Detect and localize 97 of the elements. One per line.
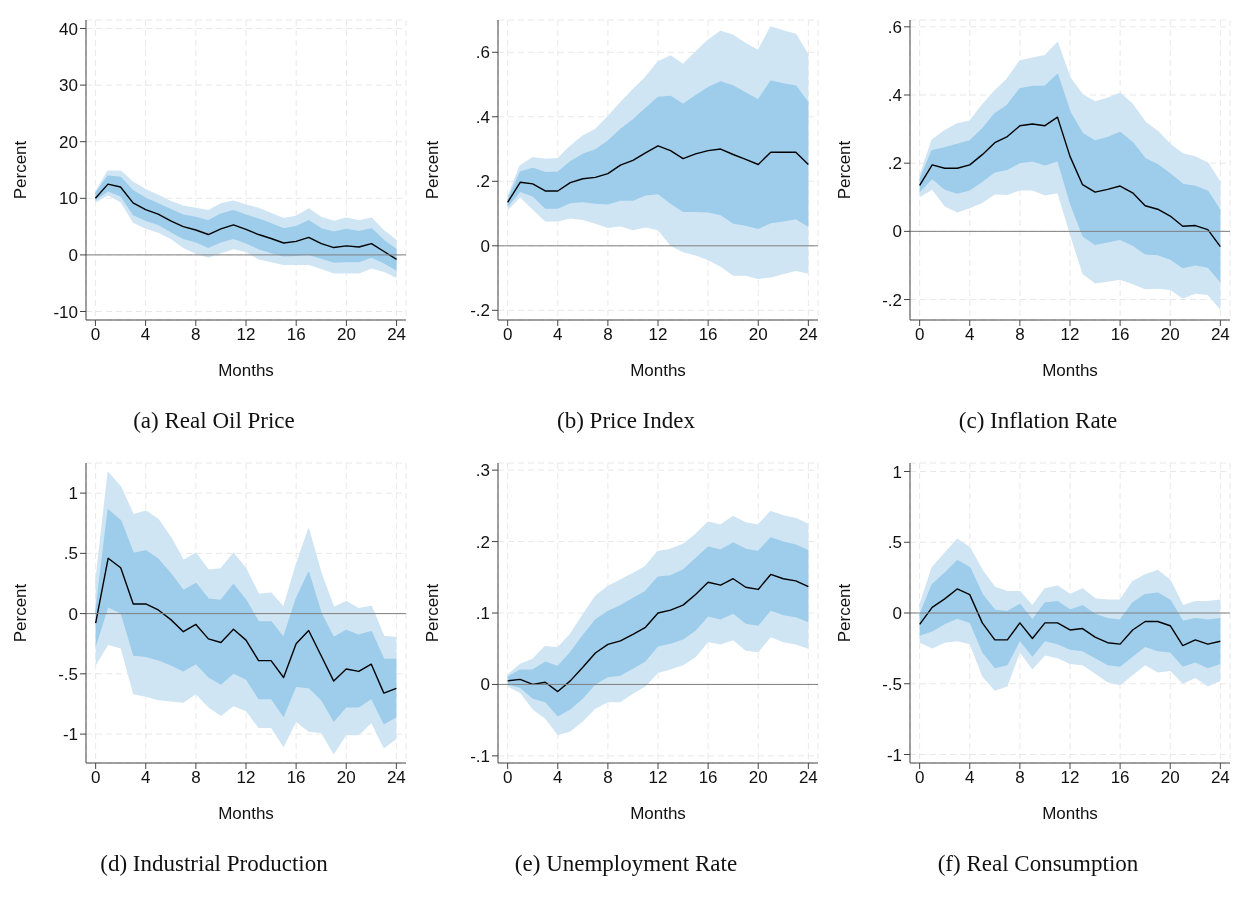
x-tick-label: 16: [1110, 325, 1130, 345]
x-tick-label: 8: [603, 325, 613, 345]
x-tick-label: 8: [603, 768, 613, 788]
text: (c) Inflation Rate: [957, 408, 1119, 434]
x-tick-label: 8: [191, 325, 201, 345]
x-tick-label: 12: [236, 768, 256, 788]
y-tick-label: 0: [480, 236, 490, 256]
y-tick-label: .2: [475, 532, 490, 552]
line-series: [506, 573, 810, 693]
x-tick-label: 0: [502, 768, 513, 788]
x-tick-label: 4: [141, 768, 151, 788]
x-tick-label: 20: [336, 768, 356, 788]
x-tick-label: 4: [553, 768, 563, 788]
x-axis-title: Months: [630, 361, 686, 380]
x-tick-label: 4: [140, 325, 151, 345]
y-tick-label: -1: [886, 745, 902, 765]
x-tick-label: 16: [1110, 768, 1130, 788]
x-tick-label: 20: [1160, 325, 1180, 345]
x-tick-label: 24: [386, 768, 406, 788]
x-tick-label: 12: [648, 768, 668, 788]
y-tick-label: .2: [475, 172, 490, 192]
x-tick-label: 12: [236, 325, 256, 345]
y-tick-label: 1: [892, 462, 902, 482]
y-tick-label: 20: [59, 132, 78, 152]
x-axis-title: Months: [218, 804, 274, 823]
y-axis-title: Percent: [423, 583, 443, 643]
x-tick-label: 4: [965, 325, 975, 345]
x-axis-title: Months: [218, 361, 274, 380]
y-tick-label: .6: [887, 17, 902, 37]
y-tick-label: 1: [68, 484, 78, 504]
x-tick-label: 0: [90, 325, 101, 345]
x-axis-title: Months: [1042, 804, 1098, 823]
y-tick-label: .5: [63, 544, 78, 564]
y-tick-label: .2: [887, 154, 902, 174]
y-tick-label: 0: [480, 675, 490, 695]
y-tick-label: -1: [62, 725, 78, 745]
y-axis-title: Percent: [835, 583, 855, 643]
text: (e) Unemployment Rate: [513, 851, 739, 877]
y-tick-label: .4: [887, 86, 902, 106]
x-tick-label: 0: [914, 325, 925, 345]
x-tick-label: 12: [648, 325, 668, 345]
text: (d) Industrial Production: [99, 851, 329, 877]
x-tick-label: 0: [502, 325, 513, 345]
x-tick-label: 0: [914, 768, 925, 788]
x-tick-label: 24: [1210, 325, 1230, 345]
x-axis-title: Months: [630, 804, 686, 823]
line-series: [94, 557, 398, 694]
x-tick-label: 16: [286, 768, 306, 788]
y-axis-title: Percent: [11, 140, 31, 200]
x-tick-label: 20: [336, 325, 356, 345]
y-tick-label: -10: [53, 302, 78, 322]
x-tick-label: 0: [90, 768, 101, 788]
line-series: [506, 145, 810, 203]
x-tick-label: 24: [798, 325, 818, 345]
x-tick-label: 12: [1060, 768, 1080, 788]
y-tick-label: .5: [887, 533, 902, 553]
x-tick-label: 12: [1060, 325, 1080, 345]
y-tick-label: 30: [59, 76, 78, 96]
y-tick-label: .3: [475, 461, 490, 481]
y-tick-label: .6: [475, 43, 490, 63]
y-tick-label: -.5: [58, 664, 78, 684]
x-tick-label: 16: [698, 325, 718, 345]
y-tick-label: 10: [59, 189, 78, 209]
y-tick-label: -.5: [882, 674, 902, 694]
x-tick-label: 16: [286, 325, 306, 345]
y-axis-title: Percent: [423, 140, 443, 200]
y-tick-label: -.2: [470, 301, 490, 321]
line-series: [918, 588, 1222, 647]
x-tick-label: 8: [191, 768, 201, 788]
y-tick-label: 0: [68, 604, 78, 624]
x-tick-label: 8: [1015, 768, 1025, 788]
line-series: [94, 183, 398, 261]
x-tick-label: 16: [698, 768, 718, 788]
y-axis-title: Percent: [11, 583, 31, 643]
line-series: [918, 116, 1222, 248]
y-tick-label: 0: [892, 222, 902, 242]
y-tick-label: 0: [68, 245, 78, 265]
text: (f) Real Consumption: [936, 851, 1140, 877]
text: (a) Real Oil Price: [132, 408, 296, 434]
y-tick-label: 40: [59, 19, 78, 39]
x-axis-title: Months: [1042, 361, 1098, 380]
x-tick-label: 24: [1210, 768, 1230, 788]
x-tick-label: 20: [1160, 768, 1180, 788]
text: (b) Price Index: [556, 408, 696, 434]
x-tick-label: 4: [553, 325, 563, 345]
x-tick-label: 20: [748, 768, 768, 788]
y-tick-label: .1: [475, 604, 490, 624]
x-tick-label: 8: [1015, 325, 1025, 345]
y-tick-label: 0: [892, 604, 902, 624]
y-tick-label: -.2: [882, 290, 902, 310]
x-tick-label: 20: [748, 325, 768, 345]
y-tick-label: .4: [475, 107, 490, 127]
x-tick-label: 4: [965, 768, 975, 788]
x-tick-label: 24: [798, 768, 818, 788]
y-axis-title: Percent: [835, 140, 855, 200]
x-tick-label: 24: [387, 325, 407, 345]
y-tick-label: -.1: [470, 746, 490, 766]
